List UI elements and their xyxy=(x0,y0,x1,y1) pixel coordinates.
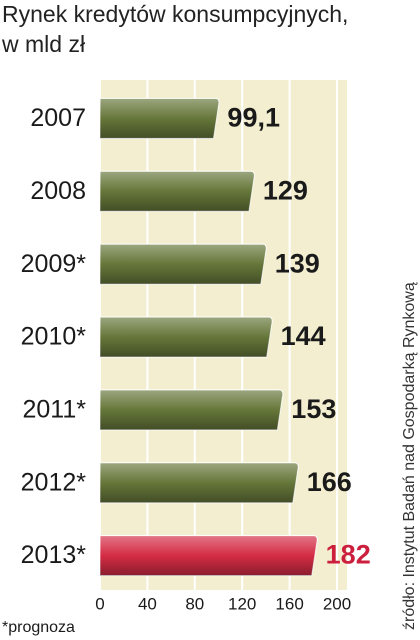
y-tick-label: 2011* xyxy=(23,395,87,423)
x-tick-label: 40 xyxy=(138,594,157,613)
chart-title: w mld zł xyxy=(1,31,85,57)
value-label: 166 xyxy=(307,467,352,497)
y-tick-label: 2007 xyxy=(30,104,86,132)
x-tick-label: 0 xyxy=(95,594,104,613)
value-label: 99,1 xyxy=(227,103,280,133)
value-label: 144 xyxy=(281,321,326,351)
x-tick-label: 120 xyxy=(228,594,256,613)
x-tick-label: 160 xyxy=(275,594,303,613)
bar xyxy=(99,316,273,358)
bar xyxy=(99,535,318,577)
value-label: 129 xyxy=(263,175,308,205)
value-label: 153 xyxy=(291,394,336,424)
x-tick-label: 80 xyxy=(185,594,204,613)
y-tick-label: 2008 xyxy=(30,177,86,205)
y-tick-label: 2010* xyxy=(21,323,87,351)
bar xyxy=(99,389,284,431)
bar xyxy=(99,97,220,139)
value-label: 139 xyxy=(275,248,320,278)
x-tick-label: 200 xyxy=(323,594,351,613)
bar xyxy=(99,462,299,504)
y-tick-label: 2012* xyxy=(21,468,87,496)
y-tick-label: 2013* xyxy=(21,541,87,569)
bar xyxy=(99,243,267,285)
source: źródło: Instytut Badań nad Gospodarką Ry… xyxy=(401,282,418,630)
bar xyxy=(99,170,255,212)
value-label: 182 xyxy=(326,540,371,570)
chart-title: Rynek kredytów konsumpcyjnych, xyxy=(2,1,348,27)
y-tick-label: 2009* xyxy=(21,250,87,278)
footnote: *prognoza xyxy=(2,619,75,636)
